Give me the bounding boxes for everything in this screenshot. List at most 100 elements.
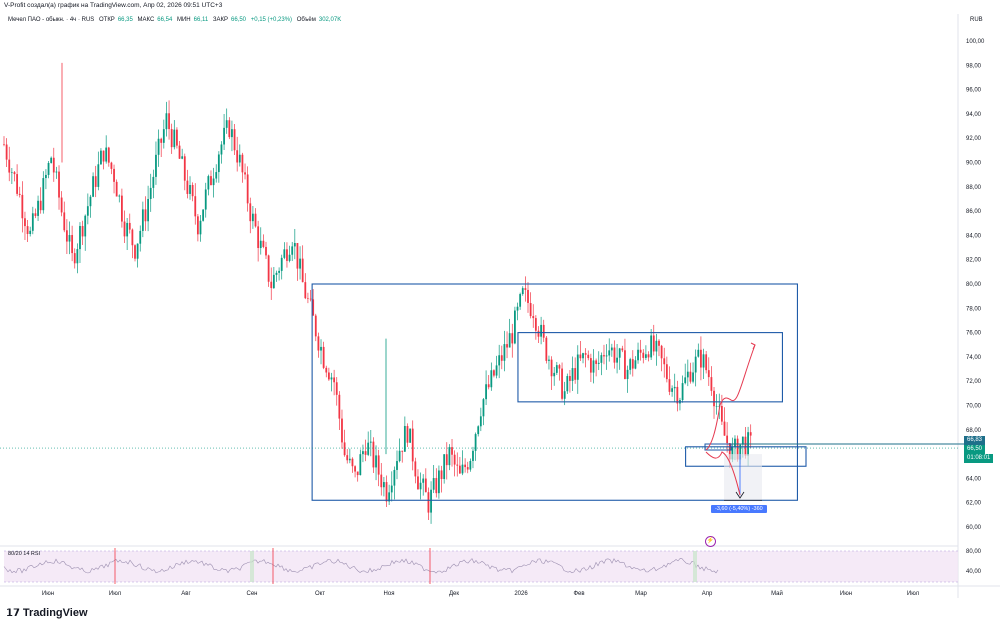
candle-body xyxy=(341,418,343,443)
candle-body xyxy=(327,372,330,380)
candle-body xyxy=(369,441,372,443)
candle-body xyxy=(141,209,144,231)
candle-body xyxy=(553,372,556,377)
candle-body xyxy=(121,195,123,222)
tradingview-logo[interactable]: 𝟭𝟳 TradingView xyxy=(6,607,88,619)
candle-body xyxy=(495,365,498,376)
candle-body xyxy=(293,242,296,247)
candle-body xyxy=(170,129,173,148)
y-tick-label: 70,00 xyxy=(966,404,982,410)
candle-body xyxy=(157,138,160,155)
candle-body xyxy=(16,174,18,194)
projection-up-arrowhead xyxy=(750,342,756,350)
candle-body xyxy=(524,288,527,290)
candle-body xyxy=(741,436,744,445)
candle-body xyxy=(24,218,26,227)
candle-body xyxy=(511,333,514,344)
candle-body xyxy=(555,365,558,373)
candle-body xyxy=(346,455,349,461)
candle-body xyxy=(579,354,582,359)
candle-body xyxy=(189,185,191,194)
candle-body xyxy=(223,127,225,145)
candle-body xyxy=(521,288,524,295)
candle-body xyxy=(647,354,650,358)
close-value: 66,50 xyxy=(231,17,247,23)
currency-label: RUB xyxy=(970,17,983,23)
candle-body xyxy=(692,372,694,382)
candle-body xyxy=(506,344,508,348)
candle-body xyxy=(605,355,608,357)
candle-body xyxy=(393,469,396,486)
x-tick-label: Июл xyxy=(907,591,920,597)
candle-body xyxy=(718,406,721,407)
rsi-label: 80/20 14 RSI xyxy=(8,551,41,557)
candle-body xyxy=(299,258,301,269)
candle-body xyxy=(380,474,383,488)
candle-body xyxy=(278,270,280,273)
candle-body xyxy=(97,164,100,187)
candle-body xyxy=(191,185,194,197)
lightning-icon[interactable]: ⚡ xyxy=(705,536,716,547)
price-tag-last: 66,50 xyxy=(964,445,986,454)
candle-body xyxy=(131,229,134,246)
candle-body xyxy=(123,221,126,237)
candle-body xyxy=(493,370,495,376)
candle-body xyxy=(451,447,453,455)
candle-body xyxy=(516,306,519,311)
x-tick-label: Июн xyxy=(840,591,852,597)
candle-body xyxy=(107,147,110,163)
candle-body xyxy=(139,230,142,244)
candle-body xyxy=(490,370,493,388)
candle-body xyxy=(744,436,747,456)
candle-body xyxy=(364,451,367,455)
candle-body xyxy=(220,144,223,155)
candle-body xyxy=(231,129,233,138)
candle-body xyxy=(749,432,752,436)
candle-body xyxy=(207,176,210,190)
candle-body xyxy=(411,428,414,462)
candle-body xyxy=(275,272,278,275)
candle-body xyxy=(225,120,228,128)
rsi-line xyxy=(3,558,719,574)
candle-body xyxy=(73,253,76,264)
candle-body xyxy=(503,344,506,361)
candle-body xyxy=(385,482,388,502)
candle-body xyxy=(566,376,569,392)
candle-body xyxy=(262,240,265,247)
candle-body xyxy=(168,113,170,130)
candle-body xyxy=(304,282,307,299)
candle-body xyxy=(477,426,480,435)
candle-body xyxy=(136,243,139,259)
candle-body xyxy=(482,399,485,417)
candle-body xyxy=(705,354,708,371)
candle-body xyxy=(527,289,529,303)
candle-body xyxy=(176,129,178,146)
symbol-name[interactable]: Мечел ПАО - обыкн. · 4ч · RUS xyxy=(8,17,95,23)
candle-body xyxy=(199,220,202,235)
candle-body xyxy=(333,377,336,383)
candle-body xyxy=(686,371,689,378)
candle-body xyxy=(377,455,380,475)
candle-body xyxy=(540,324,542,337)
candle-body xyxy=(597,362,600,364)
candle-body xyxy=(608,350,611,356)
candle-body xyxy=(610,347,613,351)
y-tick-label: 62,00 xyxy=(966,501,982,507)
candle-body xyxy=(409,428,411,443)
y-tick-label: 94,00 xyxy=(966,112,982,118)
candle-body xyxy=(634,360,637,369)
level-box xyxy=(704,443,732,451)
candle-body xyxy=(616,357,618,363)
candle-body xyxy=(68,235,71,242)
candle-body xyxy=(424,478,427,493)
candle-body xyxy=(288,254,291,261)
candle-body xyxy=(445,454,448,466)
open-label: ОТКР xyxy=(98,17,115,23)
candle-body xyxy=(514,310,516,344)
candle-body xyxy=(10,172,13,173)
candle-body xyxy=(736,438,739,460)
candle-body xyxy=(29,230,32,234)
candle-body xyxy=(592,360,595,373)
candle-body xyxy=(351,458,354,467)
